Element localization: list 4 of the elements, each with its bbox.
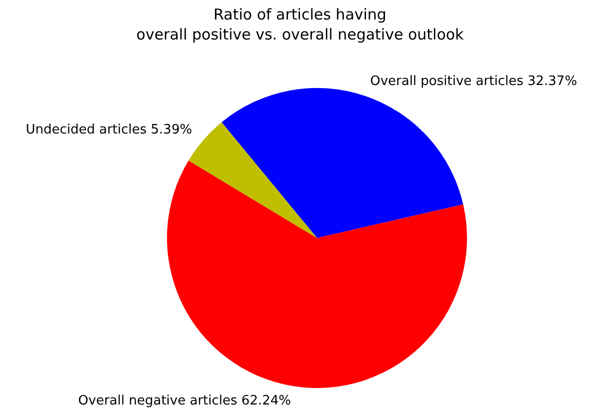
chart-title: Ratio of articles having overall positive vs. overall negative outlook xyxy=(136,5,464,44)
slice-label: Undecided articles 5.39% xyxy=(26,122,192,138)
slice-label: Overall negative articles 62.24% xyxy=(78,393,292,408)
slice-label: Overall positive articles 32.37% xyxy=(370,74,578,90)
